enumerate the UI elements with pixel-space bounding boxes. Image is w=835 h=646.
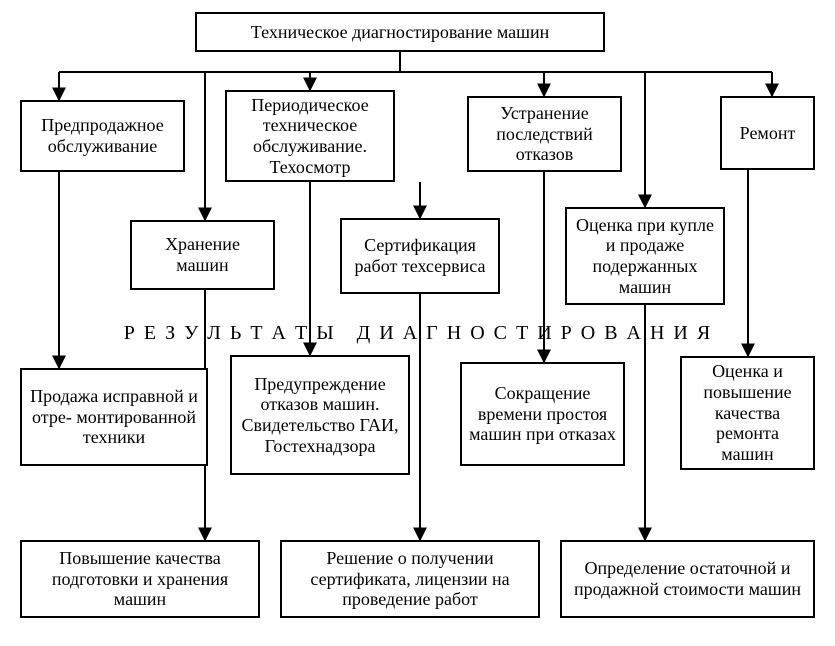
node-label: Сертификация работ техсервиса (348, 235, 492, 276)
node-label: Хранение машин (138, 234, 267, 275)
node-r2_a: Хранение машин (130, 220, 275, 290)
node-r3_a: Продажа исправной и отре- монтированной … (20, 368, 208, 466)
node-label: Сокращение времени простоя машин при отк… (468, 383, 617, 445)
node-r4_a: Повышение качества подготовки и хранения… (20, 540, 260, 618)
node-label: Оценка при купле и продаже подержанных м… (573, 215, 717, 298)
results-heading: Р Е З У Л Ь Т А Т Ы Д И А Г Н О С Т И Р … (68, 322, 768, 345)
node-label: Предупреждение отказов машин. Свидетельс… (238, 374, 402, 457)
node-label: Периодическое техническое обслуживание. … (233, 95, 387, 178)
node-r4_b: Решение о получении сертификата, лицензи… (280, 540, 540, 618)
node-root: Техническое диагностирование машин (195, 12, 605, 52)
node-r3_d: Оценка и повышение качества ремонта маши… (680, 356, 815, 470)
diagram-canvas: Р Е З У Л Ь Т А Т Ы Д И А Г Н О С Т И Р … (0, 0, 835, 646)
node-label: Продажа исправной и отре- монтированной … (28, 386, 200, 448)
node-r1_a: Предпродажное обслуживание (20, 100, 185, 172)
node-label: Оценка и повышение качества ремонта маши… (688, 361, 807, 464)
node-r2_b: Сертификация работ техсервиса (340, 218, 500, 294)
node-label: Повышение качества подготовки и хранения… (28, 548, 252, 610)
node-r3_b: Предупреждение отказов машин. Свидетельс… (230, 355, 410, 475)
node-label: Определение остаточной и продажной стоим… (568, 558, 807, 599)
node-r1_b: Периодическое техническое обслуживание. … (225, 90, 395, 182)
node-r2_c: Оценка при купле и продаже подержанных м… (565, 207, 725, 305)
node-label: Устранение последствий отказов (475, 103, 614, 165)
node-label: Предпродажное обслуживание (28, 115, 177, 156)
node-r4_c: Определение остаточной и продажной стоим… (560, 540, 815, 618)
node-r3_c: Сокращение времени простоя машин при отк… (460, 362, 625, 466)
node-r1_d: Ремонт (720, 96, 815, 170)
node-label: Техническое диагностирование машин (251, 22, 549, 43)
node-r1_c: Устранение последствий отказов (467, 96, 622, 172)
node-label: Ремонт (740, 123, 796, 144)
node-label: Решение о получении сертификата, лицензи… (288, 548, 532, 610)
